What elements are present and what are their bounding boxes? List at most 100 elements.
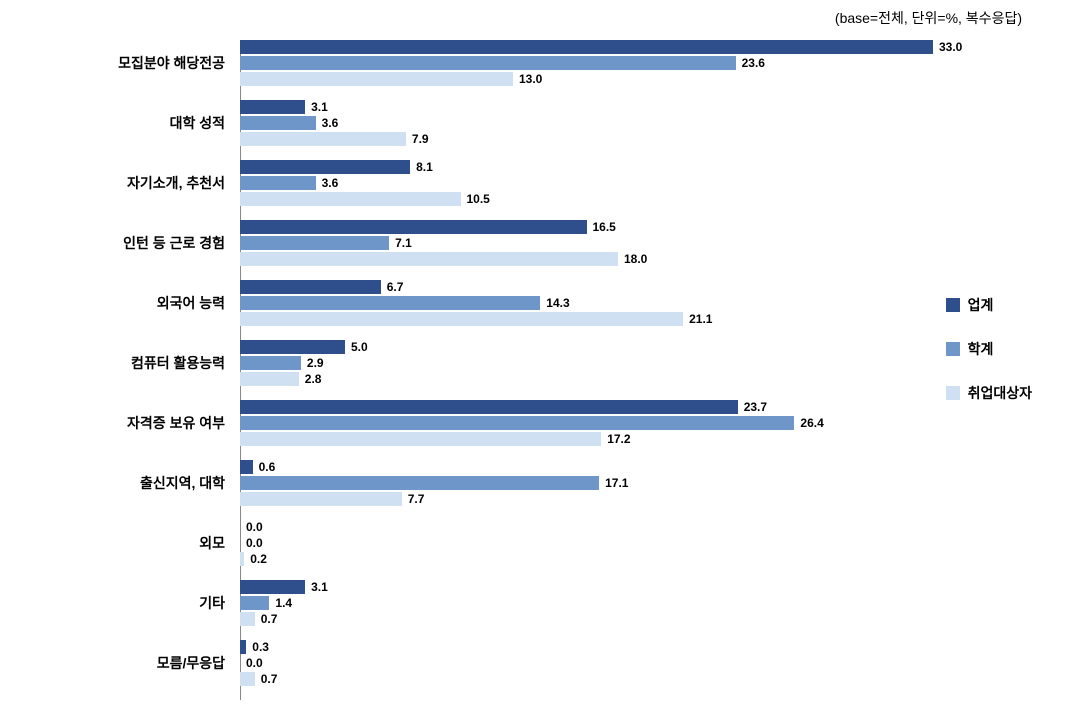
chart-subtitle: (base=전체, 단위=%, 복수응답) bbox=[835, 8, 1022, 28]
value-label: 3.6 bbox=[316, 116, 339, 130]
category-group: 컴퓨터 활용능력5.02.92.8 bbox=[40, 340, 1000, 386]
value-label: 2.9 bbox=[301, 356, 324, 370]
category-group: 자기소개, 추천서8.13.610.5 bbox=[40, 160, 1000, 206]
value-label: 17.1 bbox=[599, 476, 628, 490]
bar-row: 3.6 bbox=[240, 116, 1000, 130]
bar-row: 7.7 bbox=[240, 492, 1000, 506]
bar-row: 0.0 bbox=[240, 536, 1000, 550]
bar-row: 0.7 bbox=[240, 672, 1000, 686]
category-label: 자격증 보유 여부 bbox=[40, 413, 225, 433]
bar: 0.3 bbox=[240, 640, 246, 654]
value-label: 1.4 bbox=[269, 596, 292, 610]
legend-label: 업계 bbox=[968, 295, 994, 315]
category-label: 기타 bbox=[40, 593, 225, 613]
category-group: 외모 0.0 0.0 0.2 bbox=[40, 520, 1000, 566]
category-label: 모름/무응답 bbox=[40, 653, 225, 673]
bar-group: 3.1 1.4 0.7 bbox=[240, 580, 1000, 626]
bar: 3.1 bbox=[240, 100, 305, 114]
bar-row: 13.0 bbox=[240, 72, 1000, 86]
bar-row: 0.6 bbox=[240, 460, 1000, 474]
value-label: 3.1 bbox=[305, 100, 328, 114]
value-label: 0.7 bbox=[255, 672, 278, 686]
bar-group: 0.0 0.0 0.2 bbox=[240, 520, 1000, 566]
bar-row: 0.7 bbox=[240, 612, 1000, 626]
bar-row: 7.1 bbox=[240, 236, 1000, 250]
category-group: 기타 3.1 1.4 0.7 bbox=[40, 580, 1000, 626]
bar-group: 8.13.610.5 bbox=[240, 160, 1000, 206]
legend-label: 취업대상자 bbox=[968, 383, 1032, 403]
value-label: 2.8 bbox=[299, 372, 322, 386]
bar: 1.4 bbox=[240, 596, 269, 610]
bar-group: 5.02.92.8 bbox=[240, 340, 1000, 386]
value-label: 16.5 bbox=[587, 220, 616, 234]
category-group: 모집분야 해당전공 33.0 23.6 13.0 bbox=[40, 40, 1000, 86]
value-label: 0.0 bbox=[240, 656, 263, 670]
bar: 26.4 bbox=[240, 416, 794, 430]
legend-swatch bbox=[946, 386, 960, 400]
bar-row: 0.0 bbox=[240, 520, 1000, 534]
bar-group: 0.6 17.1 7.7 bbox=[240, 460, 1000, 506]
value-label: 23.6 bbox=[736, 56, 765, 70]
category-label: 컴퓨터 활용능력 bbox=[40, 353, 225, 373]
legend-swatch bbox=[946, 342, 960, 356]
bar: 17.1 bbox=[240, 476, 599, 490]
bar: 17.2 bbox=[240, 432, 601, 446]
bar: 21.1 bbox=[240, 312, 683, 326]
bar-row: 21.1 bbox=[240, 312, 1000, 326]
bar-row: 17.1 bbox=[240, 476, 1000, 490]
bar-row: 7.9 bbox=[240, 132, 1000, 146]
bar-row: 2.8 bbox=[240, 372, 1000, 386]
value-label: 33.0 bbox=[933, 40, 962, 54]
value-label: 7.1 bbox=[389, 236, 412, 250]
bar-row: 10.5 bbox=[240, 192, 1000, 206]
category-group: 외국어 능력 6.7 14.3 21.1 bbox=[40, 280, 1000, 326]
legend: 업계학계취업대상자 bbox=[946, 295, 1032, 427]
bar-row: 3.1 bbox=[240, 580, 1000, 594]
bar-row: 14.3 bbox=[240, 296, 1000, 310]
value-label: 7.7 bbox=[402, 492, 425, 506]
legend-swatch bbox=[946, 298, 960, 312]
bar-row: 26.4 bbox=[240, 416, 1000, 430]
bar: 18.0 bbox=[240, 252, 618, 266]
bar-group: 3.1 3.6 7.9 bbox=[240, 100, 1000, 146]
category-group: 자격증 보유 여부 23.7 26.4 17.2 bbox=[40, 400, 1000, 446]
bar-group: 23.7 26.4 17.2 bbox=[240, 400, 1000, 446]
bar: 6.7 bbox=[240, 280, 381, 294]
bar: 23.7 bbox=[240, 400, 738, 414]
value-label: 13.0 bbox=[513, 72, 542, 86]
value-label: 18.0 bbox=[618, 252, 647, 266]
bar: 0.6 bbox=[240, 460, 253, 474]
bar-row: 3.6 bbox=[240, 176, 1000, 190]
bar-group: 16.5 7.1 18.0 bbox=[240, 220, 1000, 266]
bar: 0.2 bbox=[240, 552, 244, 566]
bar: 16.5 bbox=[240, 220, 587, 234]
legend-label: 학계 bbox=[968, 339, 994, 359]
category-label: 자기소개, 추천서 bbox=[40, 173, 225, 193]
bar-row: 0.0 bbox=[240, 656, 1000, 670]
legend-item: 취업대상자 bbox=[946, 383, 1032, 403]
bar: 13.0 bbox=[240, 72, 513, 86]
value-label: 0.3 bbox=[246, 640, 269, 654]
value-label: 0.7 bbox=[255, 612, 278, 626]
category-label: 대학 성적 bbox=[40, 113, 225, 133]
bar-row: 23.7 bbox=[240, 400, 1000, 414]
category-group: 인턴 등 근로 경험16.57.118.0 bbox=[40, 220, 1000, 266]
value-label: 0.0 bbox=[240, 520, 263, 534]
bar: 10.5 bbox=[240, 192, 461, 206]
bar: 0.7 bbox=[240, 672, 255, 686]
bar: 3.6 bbox=[240, 176, 316, 190]
category-label: 외모 bbox=[40, 533, 225, 553]
legend-item: 학계 bbox=[946, 339, 1032, 359]
bar: 2.8 bbox=[240, 372, 299, 386]
bar: 5.0 bbox=[240, 340, 345, 354]
category-label: 모집분야 해당전공 bbox=[40, 53, 225, 73]
value-label: 21.1 bbox=[683, 312, 712, 326]
bar-row: 0.3 bbox=[240, 640, 1000, 654]
bar-row: 0.2 bbox=[240, 552, 1000, 566]
bar: 2.9 bbox=[240, 356, 301, 370]
bar: 7.7 bbox=[240, 492, 402, 506]
bar: 14.3 bbox=[240, 296, 540, 310]
category-label: 외국어 능력 bbox=[40, 293, 225, 313]
value-label: 3.6 bbox=[316, 176, 339, 190]
category-group: 출신지역, 대학0.617.17.7 bbox=[40, 460, 1000, 506]
